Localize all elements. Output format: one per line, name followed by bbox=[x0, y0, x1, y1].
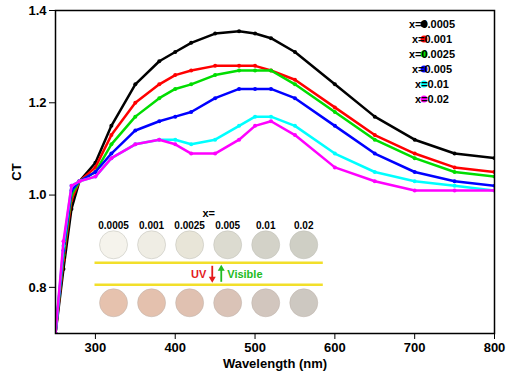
svg-text:UV: UV bbox=[191, 268, 207, 280]
svg-text:x=0.0025: x=0.0025 bbox=[409, 48, 455, 60]
svg-text:300: 300 bbox=[85, 340, 107, 355]
svg-text:1.2: 1.2 bbox=[28, 95, 46, 110]
svg-text:0.005: 0.005 bbox=[215, 220, 240, 231]
svg-text:CT: CT bbox=[9, 163, 24, 180]
svg-text:500: 500 bbox=[244, 340, 266, 355]
svg-text:700: 700 bbox=[404, 340, 426, 355]
svg-text:Visible: Visible bbox=[227, 268, 262, 280]
svg-text:Wavelength (nm): Wavelength (nm) bbox=[223, 356, 327, 371]
svg-text:800: 800 bbox=[484, 340, 506, 355]
svg-text:0.02: 0.02 bbox=[294, 220, 314, 231]
svg-text:x=0.001: x=0.001 bbox=[412, 33, 452, 45]
svg-text:x=0.005: x=0.005 bbox=[412, 63, 452, 75]
svg-text:0.001: 0.001 bbox=[139, 220, 164, 231]
svg-text:600: 600 bbox=[324, 340, 346, 355]
svg-text:0.0025: 0.0025 bbox=[174, 220, 205, 231]
svg-text:1.4: 1.4 bbox=[28, 3, 47, 18]
svg-text:0.8: 0.8 bbox=[28, 280, 46, 295]
svg-text:1.0: 1.0 bbox=[28, 187, 46, 202]
svg-text:400: 400 bbox=[164, 340, 186, 355]
svg-text:x=0.01: x=0.01 bbox=[415, 78, 449, 90]
svg-text:0.01: 0.01 bbox=[256, 220, 276, 231]
svg-text:0.0005: 0.0005 bbox=[98, 220, 129, 231]
svg-text:x=0.02: x=0.02 bbox=[415, 93, 449, 105]
svg-text:x=: x= bbox=[202, 207, 215, 219]
svg-text:x=0.0005: x=0.0005 bbox=[409, 18, 455, 30]
